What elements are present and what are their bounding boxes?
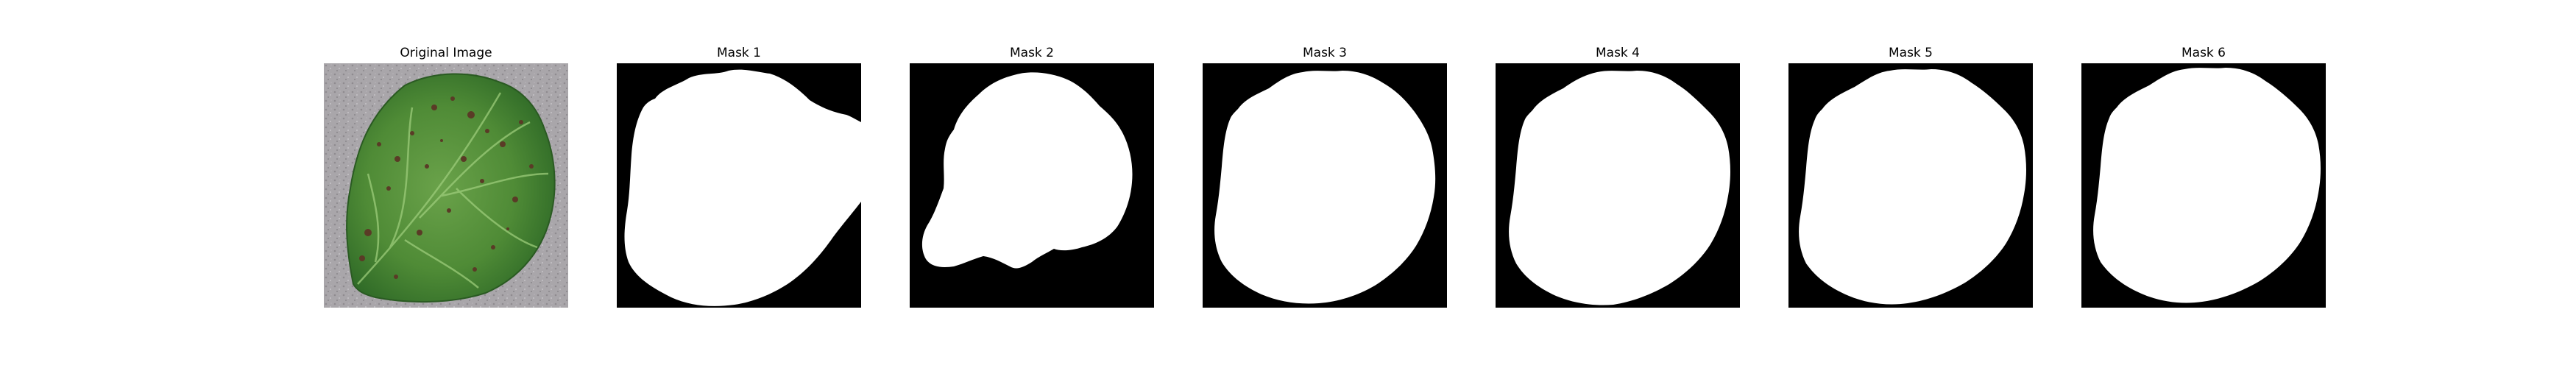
mask-2-shape bbox=[921, 72, 1133, 269]
mask-1-image bbox=[617, 63, 861, 308]
mask-6-image bbox=[2081, 63, 2326, 308]
panel-mask-5: Mask 5 bbox=[1788, 44, 2033, 309]
panel-title: Mask 2 bbox=[1009, 46, 1054, 60]
mask-3-image bbox=[1203, 63, 1447, 308]
leaf-spots bbox=[359, 96, 534, 279]
panel-title: Mask 4 bbox=[1595, 46, 1640, 60]
mask-3-shape bbox=[1214, 71, 1436, 304]
mask-image bbox=[617, 63, 861, 308]
mask-2-image bbox=[910, 63, 1154, 308]
panel-title: Original Image bbox=[400, 46, 492, 60]
mask-6-shape bbox=[2093, 68, 2321, 303]
mask-image bbox=[1203, 63, 1447, 308]
mask-image bbox=[1496, 63, 1740, 308]
leaf-shape bbox=[346, 73, 556, 303]
mask-image bbox=[910, 63, 1154, 308]
panel-title: Mask 1 bbox=[716, 46, 761, 60]
mask-4-shape bbox=[1509, 71, 1730, 305]
panel-title: Mask 6 bbox=[2181, 46, 2226, 60]
mask-1-shape bbox=[624, 69, 861, 306]
panel-mask-2: Mask 2 bbox=[910, 44, 1154, 309]
leaf-photo bbox=[324, 63, 568, 308]
leaf-veins bbox=[357, 92, 549, 289]
mask-image bbox=[1788, 63, 2033, 308]
panel-title: Mask 3 bbox=[1302, 46, 1347, 60]
original-image bbox=[324, 63, 568, 308]
mask-image bbox=[2081, 63, 2326, 308]
panel-mask-1: Mask 1 bbox=[617, 44, 861, 309]
panel-title: Mask 5 bbox=[1888, 46, 1933, 60]
mask-5-shape bbox=[1799, 69, 2026, 305]
panel-mask-4: Mask 4 bbox=[1496, 44, 1740, 309]
panel-original-image: Original Image bbox=[324, 44, 568, 309]
mask-4-image bbox=[1496, 63, 1740, 308]
mask-5-image bbox=[1788, 63, 2033, 308]
panel-mask-6: Mask 6 bbox=[2081, 44, 2326, 309]
panel-mask-3: Mask 3 bbox=[1203, 44, 1447, 309]
